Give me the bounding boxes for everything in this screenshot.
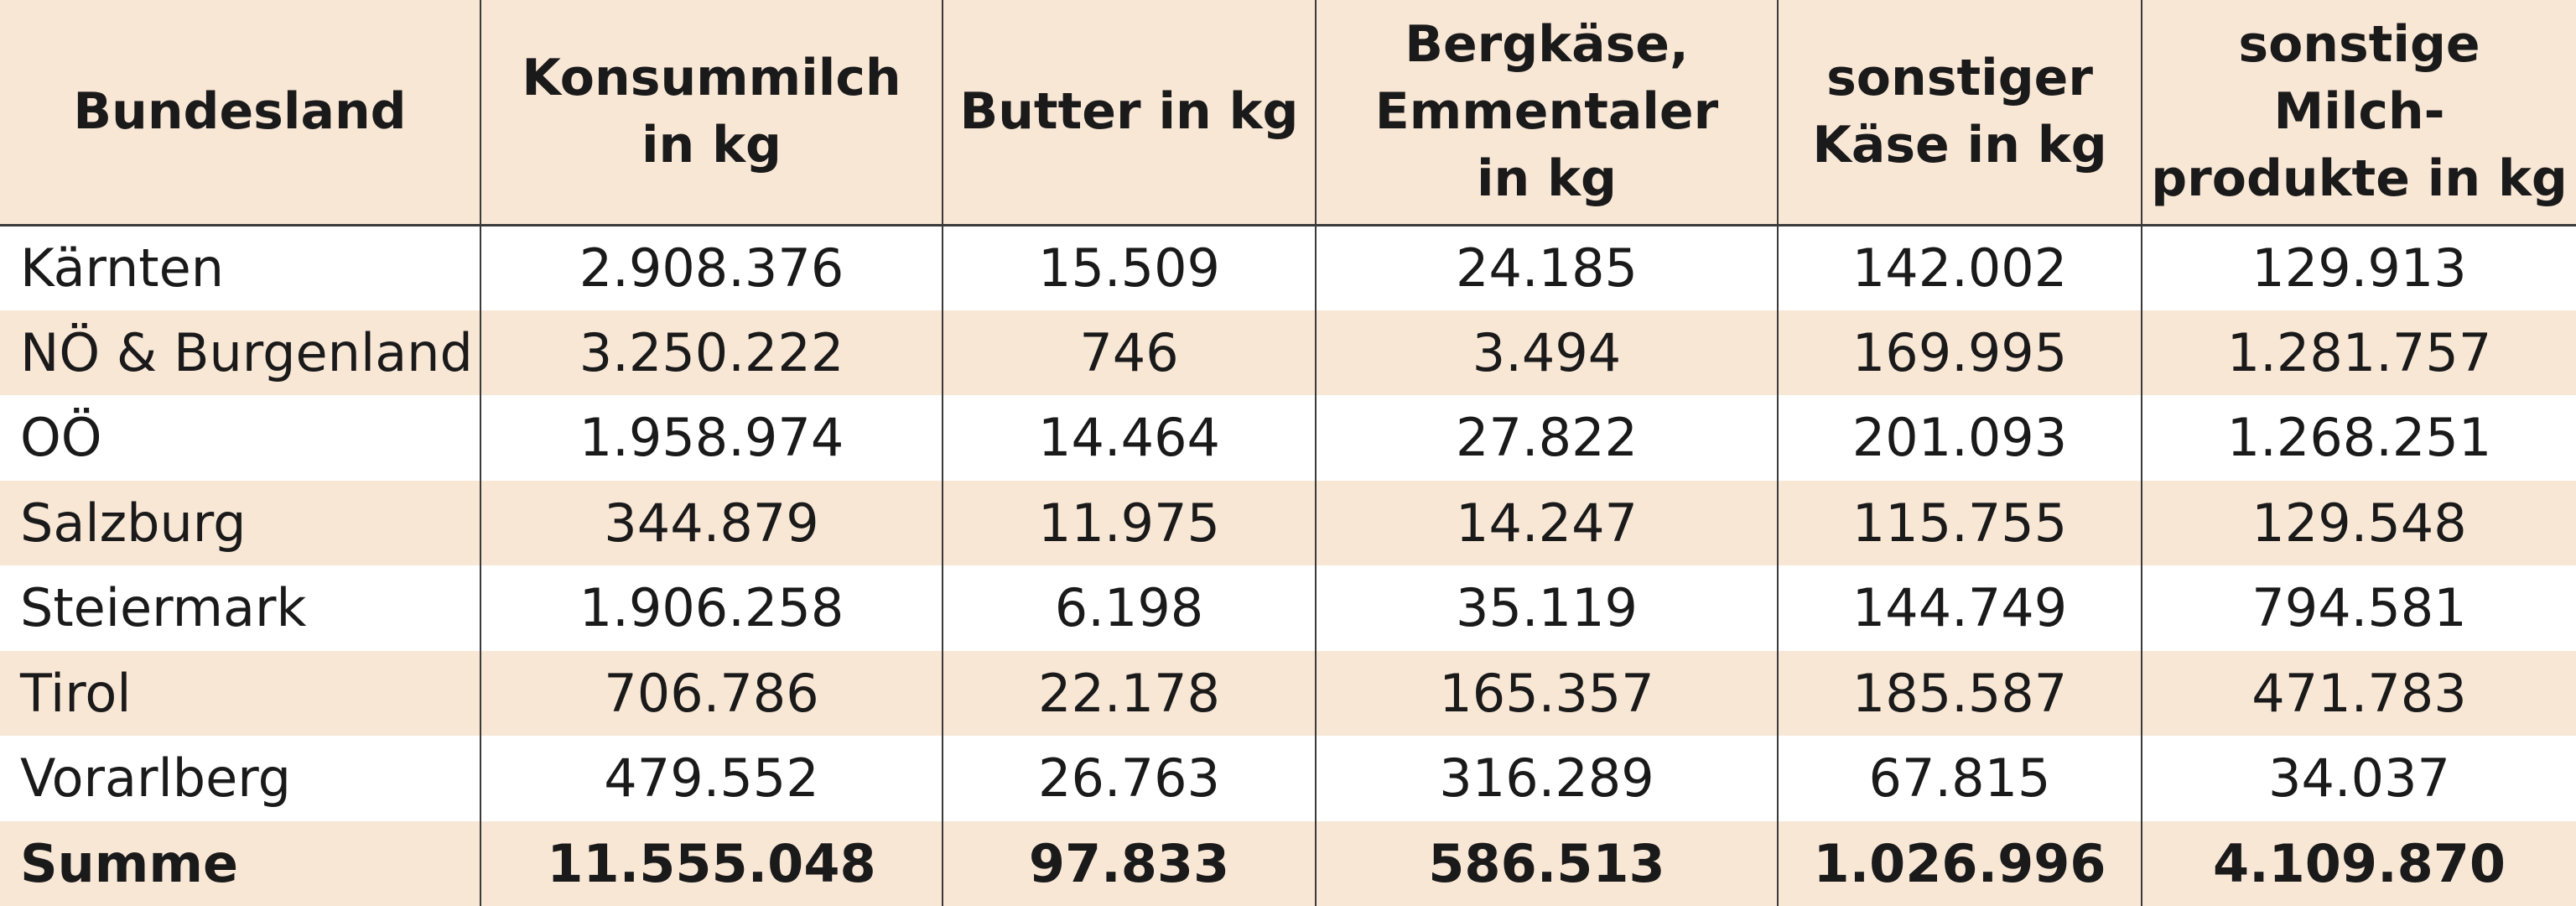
cell-bergkaese: 586.513	[1315, 820, 1778, 906]
cell-sonstiger-kaese: 142.002	[1777, 225, 2142, 310]
cell-bergkaese: 35.119	[1315, 565, 1778, 651]
cell-sonstiger-kaese: 115.755	[1777, 480, 2142, 565]
cell-bergkaese: 316.289	[1315, 736, 1778, 821]
cell-bundesland: Vorarlberg	[20, 747, 291, 810]
cell-bergkaese: 3.494	[1315, 310, 1778, 395]
table-body: Kärnten 2.908.376 15.509 24.185 142.002 …	[0, 225, 2576, 906]
header-sonstiger-kaese: sonstiger Käse in kg	[1777, 0, 2142, 226]
table-row: Vorarlberg 479.552 26.763 316.289 67.815…	[0, 736, 2576, 821]
cell-konsummilch: 2.908.376	[480, 225, 943, 310]
cell-bergkaese: 14.247	[1315, 480, 1778, 565]
cell-sonstiger-kaese: 144.749	[1777, 565, 2142, 651]
cell-sonstige-milchprodukte: 794.581	[2141, 565, 2576, 651]
header-row: Bundesland Konsummilch in kg Butter in k…	[0, 0, 2576, 226]
header-sonstige-milchprodukte: sonstige Milch- produkte in kg	[2141, 0, 2576, 226]
cell-konsummilch: 706.786	[480, 650, 943, 736]
table-row: Tirol 706.786 22.178 165.357 185.587 471…	[0, 650, 2576, 736]
cell-butter: 22.178	[942, 650, 1316, 736]
cell-bergkaese: 165.357	[1315, 650, 1778, 736]
cell-konsummilch: 3.250.222	[480, 310, 943, 395]
cell-butter: 746	[942, 310, 1316, 395]
cell-sonstige-milchprodukte: 1.268.251	[2141, 395, 2576, 481]
cell-butter: 26.763	[942, 736, 1316, 821]
cell-sonstiger-kaese: 169.995	[1777, 310, 2142, 395]
cell-sonstiger-kaese: 185.587	[1777, 650, 2142, 736]
cell-bergkaese: 27.822	[1315, 395, 1778, 481]
cell-bundesland: Summe	[0, 820, 480, 906]
cell-sonstiger-kaese: 1.026.996	[1777, 820, 2142, 906]
cell-sonstige-milchprodukte: 1.281.757	[2141, 310, 2576, 395]
cell-sonstiger-kaese: 201.093	[1777, 395, 2142, 481]
table-header: Bundesland Konsummilch in kg Butter in k…	[0, 0, 2576, 226]
cell-sonstige-milchprodukte: 471.783	[2141, 650, 2576, 736]
cell-bundesland: Kärnten	[20, 237, 225, 299]
header-butter: Butter in kg	[942, 0, 1316, 226]
cell-konsummilch: 344.879	[480, 480, 943, 565]
header-bergkaese: Bergkäse, Emmentaler in kg	[1315, 0, 1778, 226]
cell-butter: 97.833	[942, 820, 1316, 906]
cell-bundesland: Salzburg	[0, 480, 480, 565]
cell-bundesland: NÖ & Burgenland	[0, 310, 480, 395]
cell-bundesland: OÖ	[20, 407, 102, 469]
cell-bundesland: Steiermark	[20, 577, 307, 639]
header-bundesland: Bundesland	[0, 0, 480, 226]
summary-row: Summe 11.555.048 97.833 586.513 1.026.99…	[0, 820, 2576, 906]
table-row: Salzburg 344.879 11.975 14.247 115.755 1…	[0, 480, 2576, 565]
table-row: OÖ 1.958.974 14.464 27.822 201.093 1.268…	[0, 395, 2576, 481]
cell-sonstige-milchprodukte: 4.109.870	[2141, 820, 2576, 906]
cell-bundesland: Tirol	[0, 650, 480, 736]
table-row: Kärnten 2.908.376 15.509 24.185 142.002 …	[0, 225, 2576, 310]
cell-sonstige-milchprodukte: 129.548	[2141, 480, 2576, 565]
cell-sonstiger-kaese: 67.815	[1777, 736, 2142, 821]
cell-konsummilch: 479.552	[480, 736, 943, 821]
cell-butter: 14.464	[942, 395, 1316, 481]
cell-sonstige-milchprodukte: 34.037	[2141, 736, 2576, 821]
header-konsummilch: Konsummilch in kg	[480, 0, 943, 226]
cell-konsummilch: 1.906.258	[480, 565, 943, 651]
cell-butter: 15.509	[942, 225, 1316, 310]
cell-konsummilch: 11.555.048	[480, 820, 943, 906]
table-row: Steiermark 1.906.258 6.198 35.119 144.74…	[0, 565, 2576, 651]
cell-bergkaese: 24.185	[1315, 225, 1778, 310]
cell-butter: 6.198	[942, 565, 1316, 651]
cell-butter: 11.975	[942, 480, 1316, 565]
table-row: NÖ & Burgenland 3.250.222 746 3.494 169.…	[0, 310, 2576, 395]
cell-sonstige-milchprodukte: 129.913	[2141, 225, 2576, 310]
cell-konsummilch: 1.958.974	[480, 395, 943, 481]
